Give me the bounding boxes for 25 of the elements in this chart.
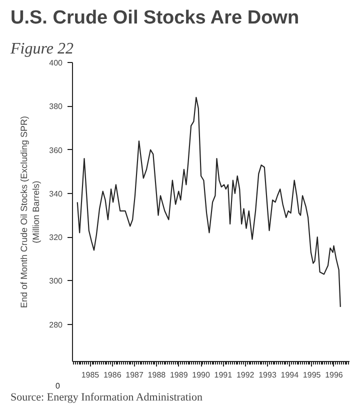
text: 0 [56,382,60,390]
x-tick-label: 1994 [280,370,300,380]
line-series [76,96,341,308]
x-tick-label: 1992 [236,370,255,380]
y-tick-label: 380 [49,102,64,112]
source-note: Source: Energy Information Administration [10,392,203,404]
x-tick-label: 1991 [214,370,233,380]
y-tick-label: 340 [49,189,64,198]
y-tick-label: 400 [49,58,64,68]
x-tick-label: 1996 [325,370,344,380]
y-tick-label: 320 [49,233,64,242]
y-tick-label: 300 [49,276,64,286]
x-tick-label: 1990 [192,370,210,380]
x-tick-label: 1986 [103,370,122,380]
x-tick-label: 1988 [148,370,166,380]
y-axis-title: End of Month Crude Oil Stocks (Excluding SPR) (Million Barrels) [19,116,42,308]
chart-title: U.S. Crude Oil Stocks Are Down [10,8,300,28]
y-tick-label: 360 [49,146,64,155]
y-tick-label: 280 [49,320,64,330]
x-tick-label: 1987 [126,370,144,380]
x-tick-label: 1989 [170,370,188,380]
caption: Figure 22 [10,40,74,58]
x-tick-label: 1995 [302,370,322,380]
x-tick-label: 1993 [258,370,277,380]
x-tick-label: 1985 [81,370,100,380]
